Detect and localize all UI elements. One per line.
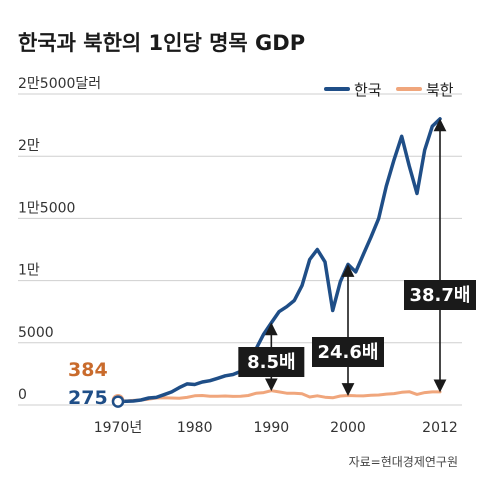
legend-label-south: 한국 [354,81,382,99]
y-tick-label: 1만5000 [18,200,75,216]
series-line-north-korea [116,389,442,403]
gridlines [18,93,462,406]
source-note: 자료=현대경제연구원 [349,455,458,469]
series-lines [111,117,442,408]
ratio-annotations: 8.5배 24.6배 38.7배 [238,118,476,396]
ratio-box [312,337,384,367]
series-line-south-korea [116,117,442,404]
x-tick-label: 1970년 [94,420,143,436]
north-start-label: 384 [68,359,108,381]
x-tick-label: 2012 [422,420,458,436]
x-tick-label: 1990 [254,420,290,436]
ratio-box [238,347,305,377]
ratio-label: 8.5배 [247,352,295,373]
ratio-label: 38.7배 [410,285,471,306]
x-tick-label: 1980 [177,420,213,436]
y-tick-label: 2만 [18,138,40,154]
chart-title: 한국과 북한의 1인당 명목 GDP [18,31,305,55]
y-tick-label: 1만 [18,263,40,279]
y-tick-label: 0 [18,387,27,403]
ratio-box [404,280,476,310]
south-start-label: 275 [68,387,108,409]
y-axis-ticks: 0 5000 1만 1만5000 2만 2만5000달러 [18,76,101,403]
south-start-point [111,395,125,408]
legend: 한국 북한 [324,81,454,99]
y-tick-label: 2만5000달러 [18,76,101,92]
ratio-label: 24.6배 [318,342,379,363]
y-tick-label: 5000 [18,325,54,341]
legend-label-north: 북한 [426,81,454,99]
x-tick-label: 2000 [330,420,366,436]
x-axis-ticks: 1970년 1980 1990 2000 2012 [94,420,458,436]
